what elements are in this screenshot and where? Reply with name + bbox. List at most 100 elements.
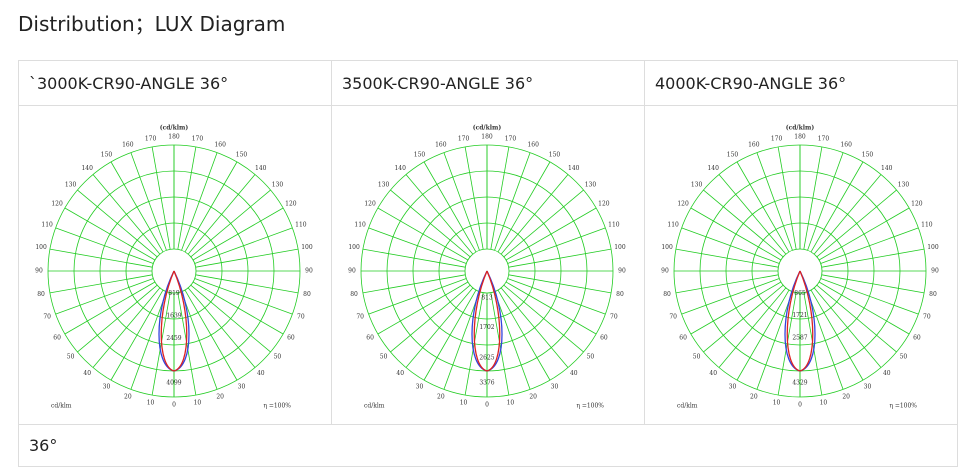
grid-line [423, 161, 477, 253]
page-title: Distribution；LUX Diagram [18, 12, 286, 36]
angle-label: 160 [527, 142, 539, 149]
grid-line [803, 146, 823, 250]
angle-label: 180 [168, 134, 180, 141]
ring-label: 1702 [479, 324, 494, 331]
grid-line [690, 207, 782, 261]
grid-line [64, 281, 156, 335]
table: `3000K-CR90-ANGLE 36° 3500K-CR90-ANGLE 3… [18, 60, 958, 467]
unit-label: (cd/klm) [473, 125, 502, 132]
grid-line [184, 289, 238, 381]
grid-line [507, 278, 606, 315]
grid-line [405, 174, 474, 255]
grid-line [690, 281, 782, 335]
grid-line [736, 289, 790, 381]
grid-line [777, 146, 797, 250]
angle-label: 10 [820, 399, 828, 406]
efficiency: η =100% [889, 403, 917, 410]
grid-line [497, 289, 551, 381]
ring-label: 4099 [166, 380, 181, 387]
grid-line [368, 278, 467, 315]
grid-line [181, 152, 218, 251]
grid-line [681, 227, 780, 264]
grid-line [110, 289, 164, 381]
angle-label: 80 [350, 291, 358, 298]
grid-line [718, 174, 787, 255]
angle-label: 150 [862, 151, 874, 158]
angle-label: 170 [818, 136, 830, 143]
angle-label: 130 [378, 181, 390, 188]
angle-label: 10 [507, 399, 515, 406]
grid-line [390, 189, 471, 258]
grid-line [195, 274, 299, 294]
axis-unit: cd/klm [51, 403, 72, 410]
grid-line [507, 227, 606, 264]
grid-line [49, 248, 153, 268]
angle-label: 60 [913, 335, 921, 342]
angle-label: 160 [748, 142, 760, 149]
angle-label: 20 [842, 393, 850, 400]
grid-line [756, 291, 793, 390]
angle-label: 120 [598, 201, 610, 208]
angle-label: 110 [354, 222, 366, 229]
angle-label: 80 [929, 291, 937, 298]
angle-label: 140 [707, 165, 719, 172]
grid-line [55, 278, 154, 315]
grid-line [807, 291, 844, 390]
grid-line [503, 189, 584, 258]
angle-label: 100 [348, 244, 360, 251]
grid-line [681, 278, 780, 315]
angle-label: 40 [883, 370, 891, 377]
intensity-curve [786, 270, 814, 372]
grid-line [756, 152, 793, 251]
grid-line [703, 284, 784, 353]
grid-line [500, 174, 569, 255]
grid-line [807, 152, 844, 251]
angle-label: 0 [798, 402, 802, 409]
grid-line [464, 146, 484, 250]
grid-line [194, 278, 293, 315]
grid-line [813, 287, 882, 368]
grid-line [703, 189, 784, 258]
angle-label: 50 [900, 354, 908, 361]
grid-line [190, 189, 271, 258]
angle-label: 140 [881, 165, 893, 172]
ring-label: 2459 [166, 335, 181, 342]
angle-label: 80 [663, 291, 671, 298]
angle-label: 100 [661, 244, 673, 251]
angle-label: 50 [693, 354, 701, 361]
grid-line [490, 146, 510, 250]
angle-label: 160 [122, 142, 134, 149]
angle-label: 110 [921, 222, 933, 229]
grid-line [818, 207, 910, 261]
grid-line [423, 289, 477, 381]
grid-line [494, 152, 531, 251]
column-header: 4000K-CR90-ANGLE 36° [644, 60, 958, 106]
angle-label: 40 [396, 370, 404, 377]
angle-label: 60 [679, 335, 687, 342]
angle-label: 50 [67, 354, 75, 361]
grid-line [810, 161, 864, 253]
grid-line [77, 189, 158, 258]
grid-line [503, 284, 584, 353]
angle-label: 120 [285, 201, 297, 208]
angle-label: 160 [840, 142, 852, 149]
angle-label: 30 [729, 384, 737, 391]
angle-label: 70 [297, 313, 305, 320]
column-header: 3500K-CR90-ANGLE 36° [331, 60, 645, 106]
angle-label: 90 [305, 268, 313, 275]
grid-line [130, 152, 167, 251]
grid-line [820, 278, 919, 315]
angle-label: 140 [394, 165, 406, 172]
angle-label: 60 [600, 335, 608, 342]
angle-label: 110 [667, 222, 679, 229]
angle-label: 50 [587, 354, 595, 361]
ring-label: 813 [481, 295, 493, 302]
grid-line [675, 274, 779, 294]
angle-label: 20 [437, 393, 445, 400]
grid-line [368, 227, 467, 264]
angle-label: 120 [911, 201, 923, 208]
angle-label: 140 [568, 165, 580, 172]
grid-line [377, 281, 469, 335]
angle-label: 130 [898, 181, 910, 188]
